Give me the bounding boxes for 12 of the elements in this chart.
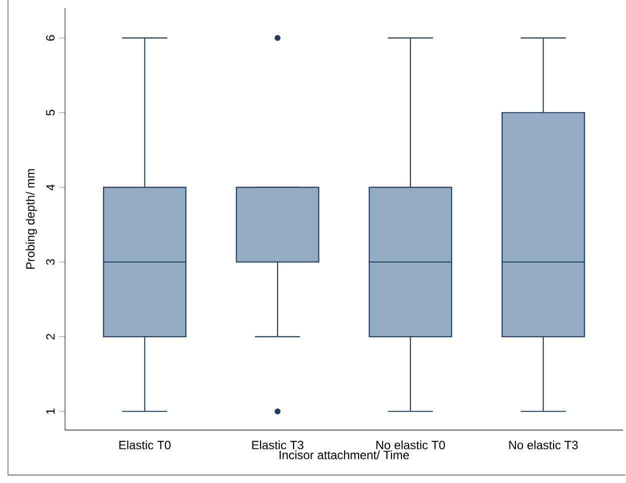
y-tick-label: 3 bbox=[46, 259, 55, 265]
x-axis-title: Incisor attachment/ Time bbox=[280, 450, 409, 460]
x-tick-label: No elastic T3 bbox=[509, 440, 578, 450]
y-tick-label: 4 bbox=[46, 184, 55, 190]
y-tick-label: 5 bbox=[46, 110, 55, 116]
y-tick-label: 1 bbox=[46, 408, 55, 414]
y-axis-title: Probing depth/ mm bbox=[26, 169, 37, 269]
y-tick-label: 6 bbox=[46, 35, 55, 41]
y-tick-label: 2 bbox=[46, 334, 55, 340]
x-tick-label: Elastic T0 bbox=[119, 440, 171, 450]
x-tick-label: No elastic T0 bbox=[376, 440, 445, 450]
x-tick-label: Elastic T3 bbox=[252, 440, 304, 450]
